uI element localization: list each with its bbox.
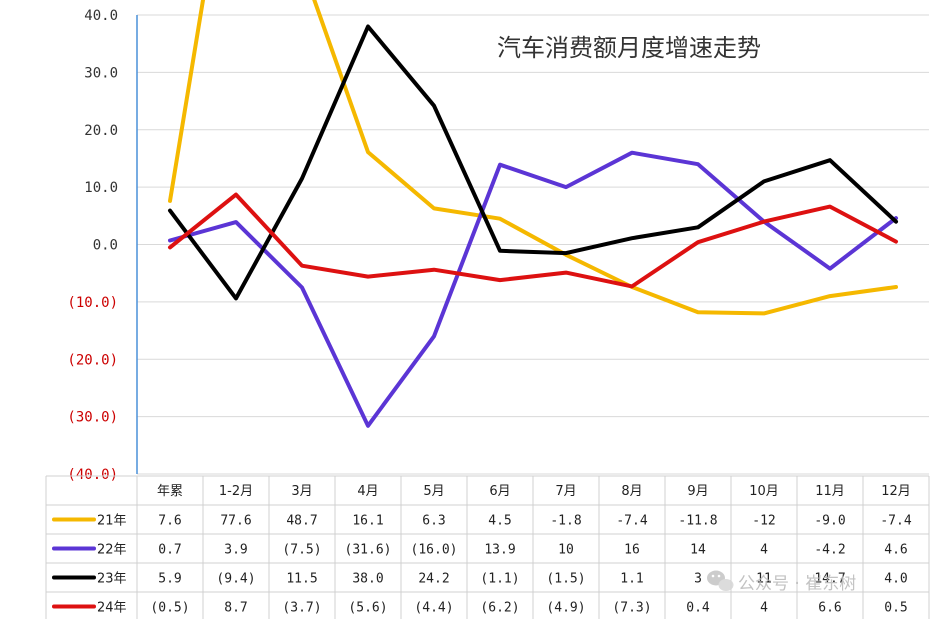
data-label: -1.8 (550, 514, 581, 529)
data-label: 38.0 (352, 572, 383, 587)
data-label: 6.3 (422, 514, 445, 529)
watermark: 公众号 · 崔东树 (707, 570, 856, 594)
data-label: 4.5 (488, 514, 511, 529)
data-label: 4.6 (884, 543, 907, 558)
data-label: -4.2 (814, 543, 845, 558)
legend-label: 24年 (97, 601, 127, 616)
y-tick-label: 10.0 (84, 180, 118, 196)
y-tick-label: (40.0) (67, 467, 118, 483)
y-tick-label: (20.0) (67, 352, 118, 368)
y-tick-label: 20.0 (84, 123, 118, 139)
data-label: (4.9) (546, 601, 585, 616)
data-label: (3.7) (282, 601, 321, 616)
category-label: 6月 (489, 484, 510, 499)
data-label: (4.4) (414, 601, 453, 616)
data-label: (6.2) (480, 601, 519, 616)
data-label: 1.1 (620, 572, 643, 587)
series-line-21年 (168, 0, 898, 316)
data-label: (7.3) (612, 601, 651, 616)
category-label: 8月 (621, 484, 642, 499)
category-label: 5月 (423, 484, 444, 499)
data-label: 6.6 (818, 601, 841, 616)
data-label: (16.0) (411, 543, 458, 558)
data-label: 4 (760, 543, 768, 558)
data-label: -12 (752, 514, 775, 529)
data-label: 4.0 (884, 572, 907, 587)
legend-label: 22年 (97, 543, 127, 558)
data-label: 16 (624, 543, 640, 558)
category-label: 4月 (357, 484, 378, 499)
category-label: 9月 (687, 484, 708, 499)
category-label: 3月 (291, 484, 312, 499)
data-label: 14 (690, 543, 706, 558)
data-label: -9.0 (814, 514, 845, 529)
legend-label: 23年 (97, 572, 127, 587)
data-label: -11.8 (678, 514, 717, 529)
category-label: 7月 (555, 484, 576, 499)
y-axis-ticks: 40.0 30.0 20.0 10.0 0.0 (10.0) (20.0) (30.0) (40… (67, 8, 118, 483)
category-label: 1-2月 (219, 484, 253, 499)
data-label: (1.5) (546, 572, 585, 587)
data-label: (7.5) (282, 543, 321, 558)
series-lines (168, 0, 898, 428)
data-label: 4 (760, 601, 768, 616)
data-label: 14.7 (814, 572, 845, 587)
data-label: 0.7 (158, 543, 181, 558)
y-tick-label: 30.0 (84, 65, 118, 81)
data-label: 10 (558, 543, 574, 558)
data-label: 77.6 (220, 514, 251, 529)
data-label: 0.4 (686, 601, 710, 616)
data-label: -7.4 (880, 514, 911, 529)
y-tick-label: 40.0 (84, 8, 118, 24)
series-line-24年 (168, 192, 898, 289)
data-label: 11.5 (286, 572, 317, 587)
data-label: 16.1 (352, 514, 383, 529)
data-label: (5.6) (348, 601, 387, 616)
data-label: (1.1) (480, 572, 519, 587)
data-table: 年累 1-2月 3月 4月 5月 6月 7月 8月 9月 10月 11月 12月 21年 7.6 77.6 4… (45, 475, 930, 619)
watermark-text: 公众号 · 崔东树 (738, 574, 856, 594)
data-label: (31.6) (345, 543, 392, 558)
series-line-22年 (168, 150, 898, 428)
y-tick-label: (30.0) (67, 410, 118, 426)
category-label: 年累 (157, 484, 183, 499)
data-label: 3 (694, 572, 702, 587)
data-label: 24.2 (418, 572, 449, 587)
data-label: (9.4) (216, 572, 255, 587)
data-label: 7.6 (158, 514, 181, 529)
series-line-23年 (168, 24, 898, 301)
y-tick-label: (10.0) (67, 295, 118, 311)
data-label: 48.7 (286, 514, 317, 529)
data-label: 13.9 (484, 543, 515, 558)
data-label: 5.9 (158, 572, 181, 587)
data-label: -7.4 (616, 514, 647, 529)
data-label: (0.5) (150, 601, 189, 616)
data-label: 3.9 (224, 543, 247, 558)
wechat-icon (707, 570, 734, 591)
data-label: 8.7 (224, 601, 247, 616)
data-label: 0.5 (884, 601, 907, 616)
category-label: 11月 (815, 484, 845, 499)
category-label: 12月 (881, 484, 911, 499)
legend-label: 21年 (97, 514, 127, 529)
y-tick-label: 0.0 (93, 238, 118, 254)
data-label: 11 (756, 572, 772, 587)
gridlines (137, 14, 929, 475)
chart-title: 汽车消费额月度增速走势 (497, 34, 761, 62)
category-label: 10月 (749, 484, 779, 499)
